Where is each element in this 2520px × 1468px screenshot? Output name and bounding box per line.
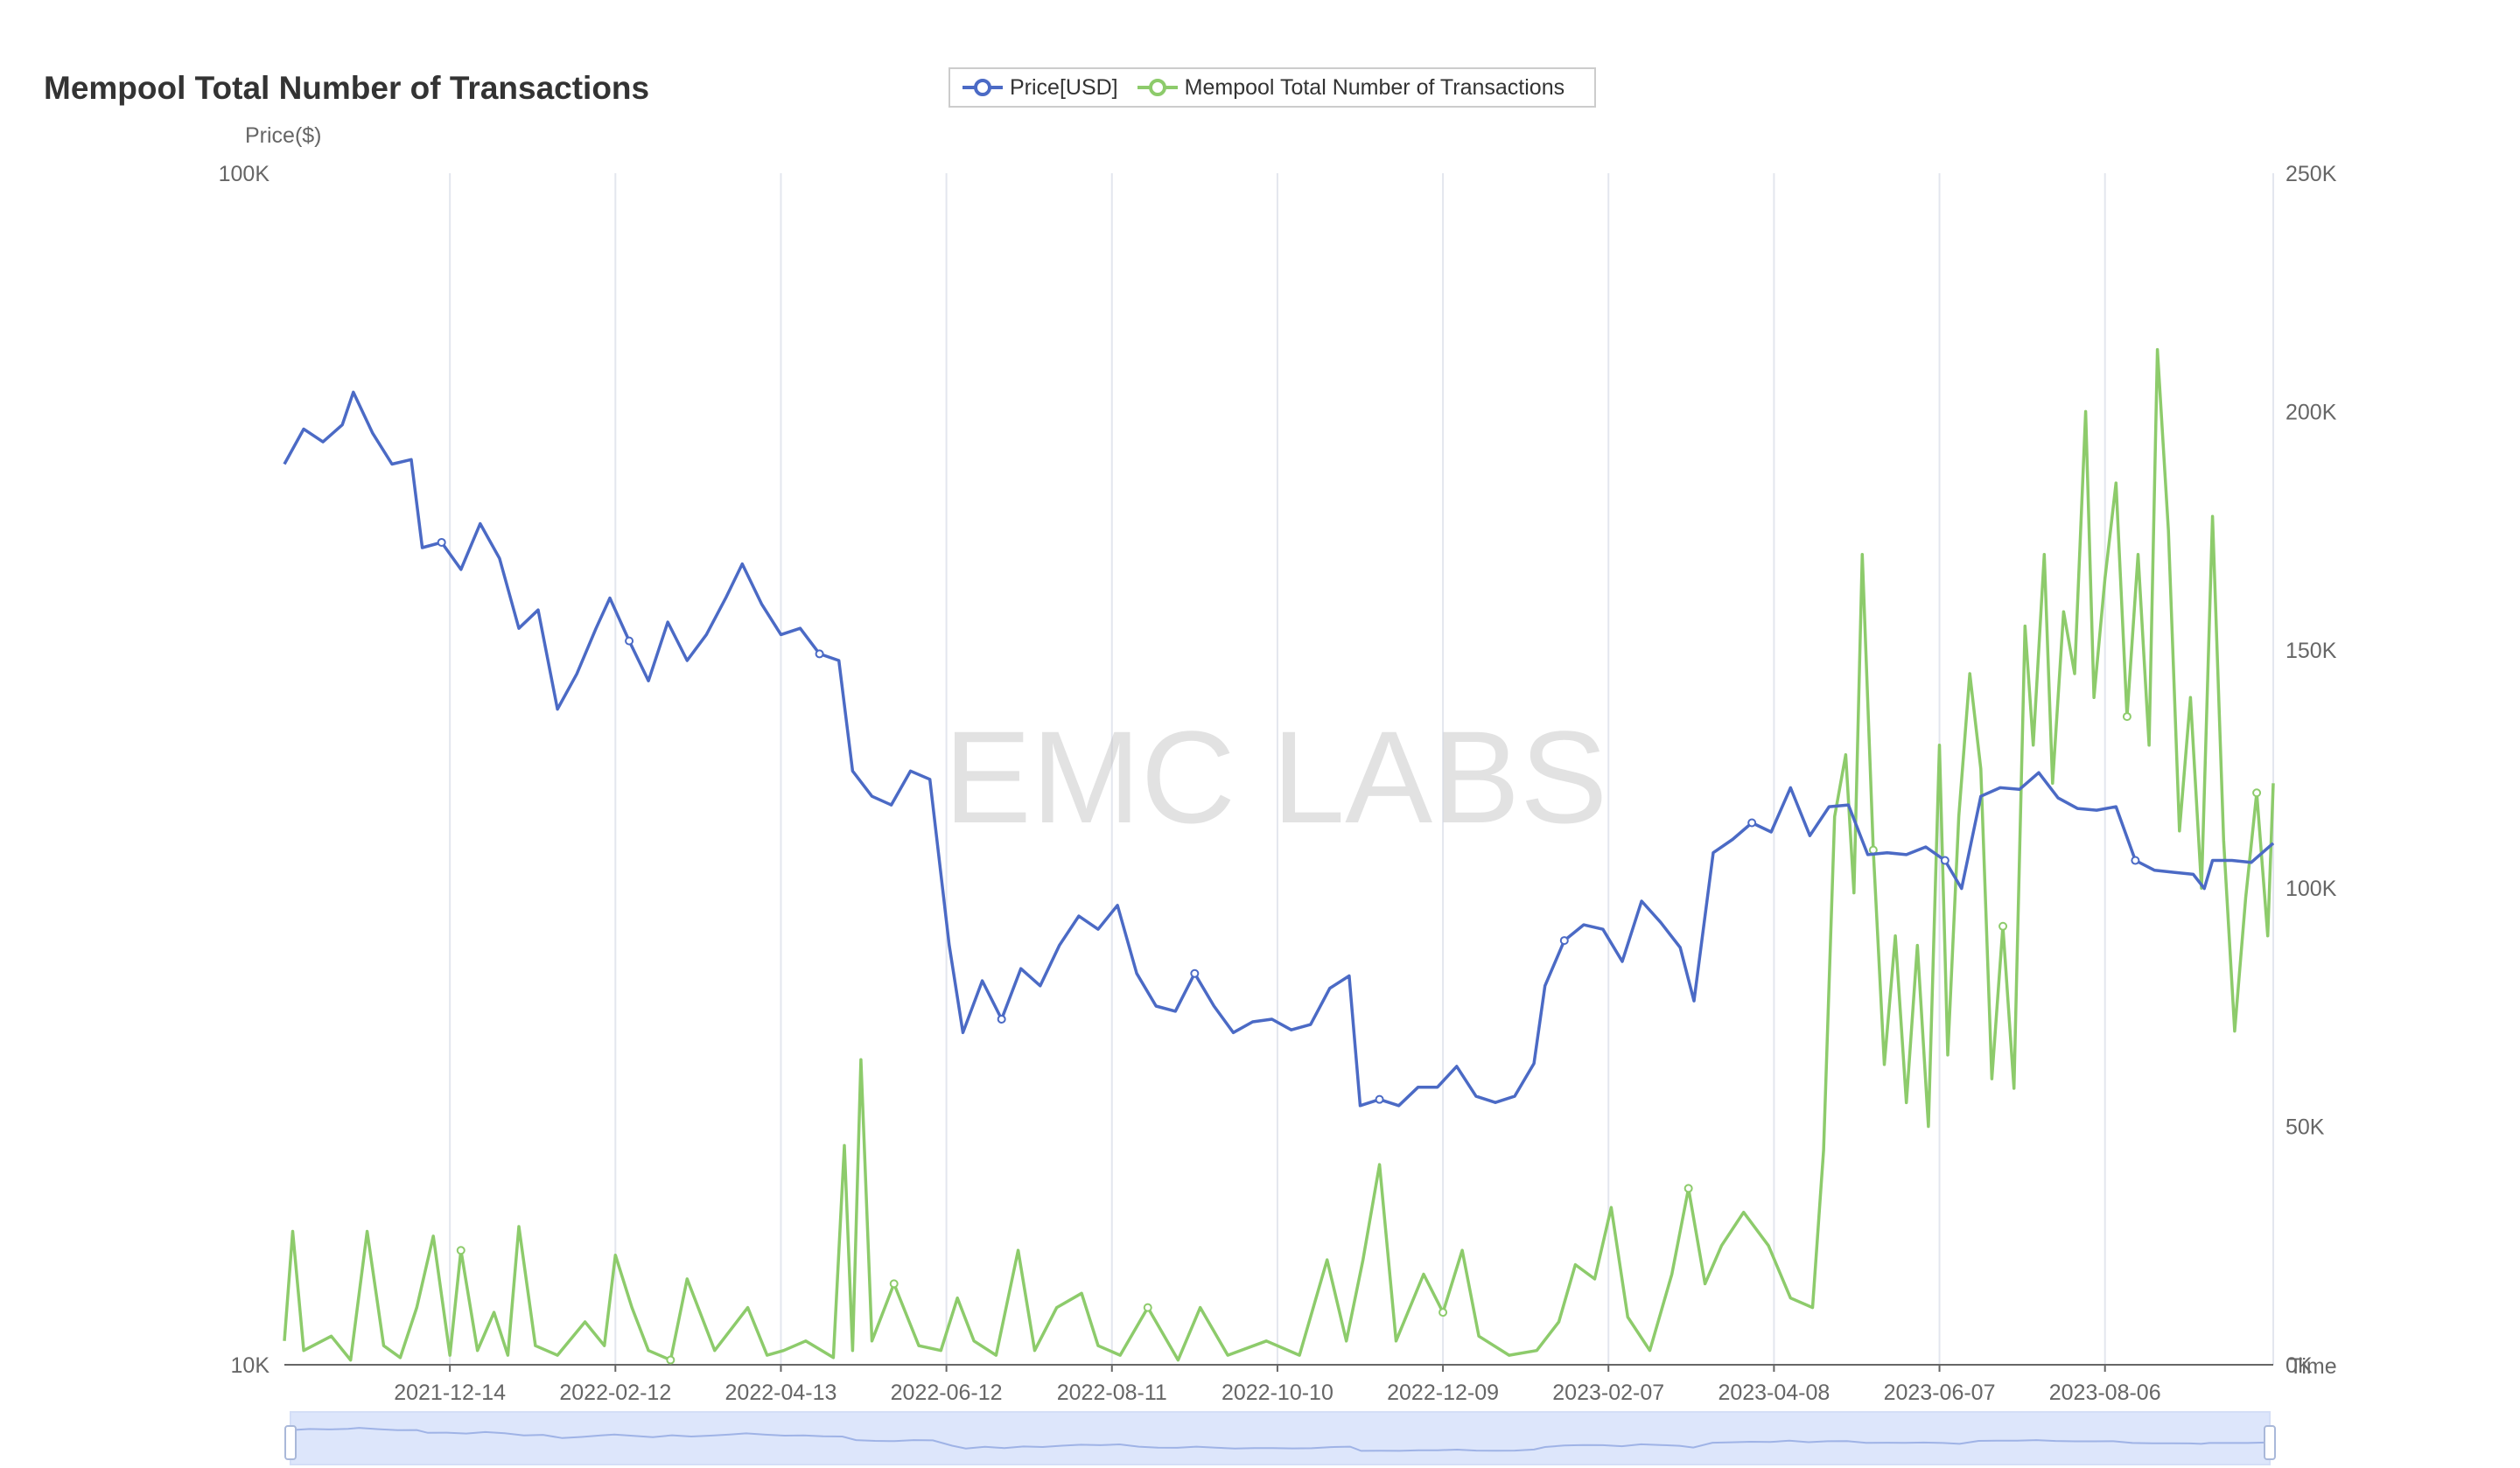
- data-zoom-slider[interactable]: [284, 1411, 2276, 1465]
- vertical-gridlines: [449, 173, 2274, 1365]
- price-point: [815, 649, 824, 659]
- price-point: [1190, 968, 1200, 978]
- mempool-point: [2122, 712, 2132, 722]
- x-tick-label: 2023-06-07: [1884, 1381, 1996, 1405]
- legend-line-circle-icon: [962, 79, 1003, 96]
- price-point: [437, 537, 446, 547]
- mempool-point: [1438, 1308, 1448, 1318]
- legend-item-price[interactable]: Price[USD]: [962, 75, 1118, 101]
- zoom-preview-line: [290, 1427, 2271, 1452]
- price-point: [1559, 936, 1569, 946]
- series-line-price: [283, 390, 2275, 1108]
- price-point: [1747, 818, 1757, 828]
- x-tick-label: 2021-12-14: [394, 1381, 506, 1405]
- legend-label-mempool: Mempool Total Number of Transactions: [1184, 74, 1565, 100]
- x-tick-label: 2022-06-12: [891, 1381, 1003, 1405]
- mempool-point: [2252, 788, 2262, 798]
- y-axis-label-left: Price($): [245, 123, 322, 148]
- x-axis-label: Time: [2289, 1354, 2337, 1379]
- zoom-selected-range[interactable]: [290, 1412, 2270, 1465]
- y-right-tick-label: 150K: [2286, 639, 2337, 663]
- x-tick-label: 2022-02-12: [559, 1381, 671, 1405]
- series-line-mempool: [283, 347, 2275, 1362]
- x-tick-label: 2023-02-07: [1552, 1381, 1664, 1405]
- y-right-tick-label: 100K: [2286, 877, 2337, 901]
- x-tick-label: 2022-12-09: [1387, 1381, 1499, 1405]
- y-left-tick-label: 100K: [219, 162, 270, 186]
- y-right-tick-label: 200K: [2286, 400, 2337, 424]
- price-point: [997, 1014, 1006, 1024]
- y-right-tick-label: 0K: [2286, 1353, 2313, 1378]
- price-point: [625, 636, 634, 646]
- mempool-point: [1684, 1184, 1693, 1193]
- y-left-tick-label: 10K: [231, 1353, 270, 1378]
- y-right-tick-label: 250K: [2286, 162, 2337, 186]
- x-tick-label: 2023-08-06: [2049, 1381, 2161, 1405]
- legend-label-price: Price[USD]: [1010, 74, 1118, 100]
- price-point: [1940, 856, 1950, 865]
- series-layer: [283, 347, 2275, 1365]
- chart-title: Mempool Total Number of Transactions: [44, 70, 650, 106]
- legend-line-circle-icon: [1137, 79, 1178, 96]
- watermark: EMC LABS: [944, 703, 1608, 850]
- x-tick-label: 2022-10-10: [1222, 1381, 1334, 1405]
- axes: 2021-12-14 2022-02-12 2022-04-13 2022-06-12…: [219, 123, 2337, 1405]
- mempool-point: [456, 1246, 466, 1255]
- legend-item-mempool[interactable]: Mempool Total Number of Transactions: [1137, 74, 1565, 101]
- x-tick-label: 2023-04-08: [1718, 1381, 1830, 1405]
- price-point: [1375, 1094, 1384, 1104]
- mempool-point: [1143, 1303, 1152, 1312]
- y-right-tick-label: 50K: [2286, 1115, 2325, 1140]
- zoom-handle-right[interactable]: [2264, 1425, 2276, 1460]
- x-tick-label: 2022-08-11: [1057, 1381, 1167, 1405]
- x-tick-label: 2022-04-13: [725, 1381, 837, 1405]
- mempool-point: [666, 1355, 676, 1365]
- legend: Price[USD] Mempool Total Number of Trans…: [948, 67, 1596, 108]
- mempool-point: [1998, 921, 2008, 931]
- price-point: [2131, 856, 2140, 865]
- zoom-handle-left[interactable]: [284, 1425, 297, 1460]
- mempool-point: [889, 1279, 899, 1289]
